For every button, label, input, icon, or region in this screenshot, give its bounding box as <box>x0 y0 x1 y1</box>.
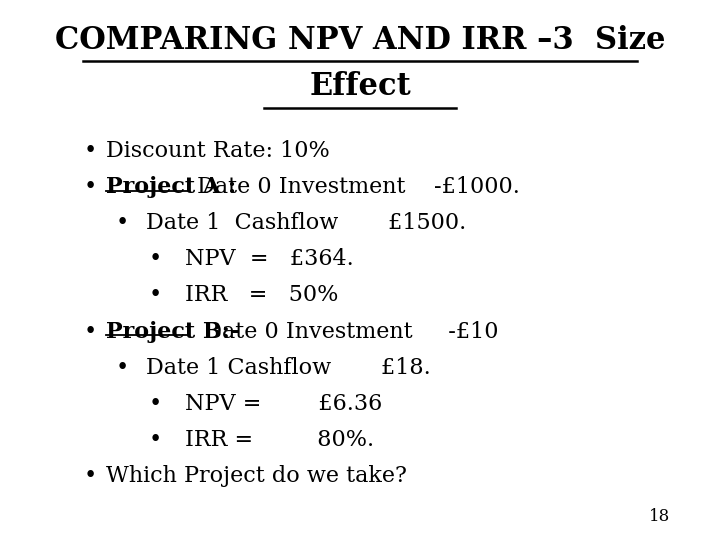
Text: •: • <box>83 321 96 342</box>
Text: •: • <box>149 429 162 451</box>
Text: Discount Rate: 10%: Discount Rate: 10% <box>107 140 330 162</box>
Text: Project B:-: Project B:- <box>107 321 240 342</box>
Text: NPV  =   £364.: NPV = £364. <box>185 248 354 270</box>
Text: •: • <box>149 285 162 306</box>
Text: Which Project do we take?: Which Project do we take? <box>107 465 407 487</box>
Text: •: • <box>116 212 130 234</box>
Text: •: • <box>83 465 96 487</box>
Text: 18: 18 <box>649 508 670 525</box>
Text: Effect: Effect <box>309 71 411 102</box>
Text: NPV =        £6.36: NPV = £6.36 <box>185 393 382 415</box>
Text: COMPARING NPV AND IRR –3  Size: COMPARING NPV AND IRR –3 Size <box>55 25 665 57</box>
Text: •: • <box>149 393 162 415</box>
Text: IRR   =   50%: IRR = 50% <box>185 285 338 306</box>
Text: Date 1  Cashflow       £1500.: Date 1 Cashflow £1500. <box>145 212 466 234</box>
Text: Date 1 Cashflow       £18.: Date 1 Cashflow £18. <box>145 356 431 379</box>
Text: Project A :: Project A : <box>107 176 236 198</box>
Text: Date 0 Investment    -£1000.: Date 0 Investment -£1000. <box>189 176 520 198</box>
Text: IRR =         80%.: IRR = 80%. <box>185 429 374 451</box>
Text: •: • <box>83 176 96 198</box>
Text: Date 0 Investment     -£10: Date 0 Investment -£10 <box>189 321 498 342</box>
Text: •: • <box>83 140 96 162</box>
Text: •: • <box>116 356 130 379</box>
Text: •: • <box>149 248 162 270</box>
